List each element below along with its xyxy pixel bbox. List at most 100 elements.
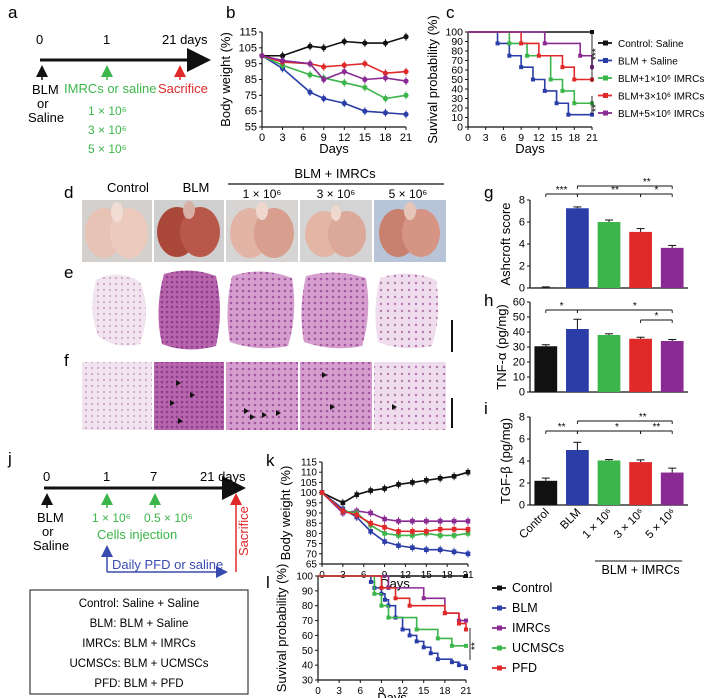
k-ytick-label: 105	[300, 478, 317, 489]
panel-label-b: b	[226, 3, 235, 22]
g-bar-purple	[660, 247, 684, 288]
c-censor-mark	[536, 53, 541, 58]
c-censor-mark	[578, 53, 583, 58]
k-xtick-label: 21	[462, 570, 474, 581]
timeline-a-sacrifice: Sacrifice	[158, 81, 208, 96]
i-sig-stars: **	[653, 422, 661, 433]
i-sig-stars: **	[639, 412, 647, 423]
l-censor-mark	[407, 633, 412, 638]
c-series-red-step	[468, 31, 592, 81]
l-censor-mark	[379, 603, 384, 608]
he-low-1e6	[227, 271, 295, 349]
he-low-control	[92, 274, 146, 346]
k-point	[423, 529, 429, 534]
k-point	[340, 500, 346, 506]
l-censor-mark	[435, 636, 440, 641]
b-y-label: Body weight (%)	[218, 32, 233, 127]
b-ytick-label: 85	[245, 74, 257, 86]
b-point	[362, 84, 368, 91]
l-censor-mark	[414, 627, 419, 632]
c-censor-mark	[572, 77, 577, 82]
header-blm-imrcs: BLM + IMRCs	[294, 166, 376, 181]
i-sig-stars: *	[615, 422, 619, 433]
panel-label-l: l	[266, 573, 270, 592]
c-x-label: Days	[515, 141, 545, 156]
b-point	[279, 53, 286, 59]
k-point	[396, 533, 401, 538]
timeline-j-cells-injection: Cells injection	[97, 527, 177, 542]
l-censor-mark	[464, 627, 468, 632]
b-xtick-label: 9	[321, 132, 327, 144]
l-legend-label-blue: BLM	[512, 601, 538, 615]
h-sig-stars: *	[633, 301, 637, 312]
k-point	[410, 518, 415, 524]
k-point	[410, 545, 415, 550]
c-legend-label-purple: BLM+5×10⁶ IMRCs	[618, 109, 704, 120]
b-ytick-label: 95	[245, 58, 257, 70]
h-bar-black	[534, 346, 558, 392]
b-ytick-label: 75	[245, 90, 257, 102]
h-ytick-label: 40	[513, 327, 525, 339]
l-legend-marker-green	[497, 645, 502, 651]
l-xtick-label: 21	[460, 686, 472, 697]
l-censor-mark	[368, 579, 373, 584]
h-bar-blue	[566, 329, 589, 392]
c-legend-marker-red	[603, 93, 608, 98]
i-category-label: 3 × 10⁶	[612, 506, 647, 541]
l-ytick-label: 100	[296, 572, 313, 583]
k-point	[423, 518, 429, 524]
c-xtick-label: 0	[465, 132, 471, 144]
header-control: Control	[107, 180, 149, 195]
l-censor-mark	[421, 596, 426, 601]
l-y-label: Suvival probability (%)	[274, 564, 289, 693]
k-point	[437, 527, 443, 532]
k-point	[396, 529, 401, 534]
k-point	[465, 469, 471, 475]
k-point	[382, 524, 387, 530]
l-censor-mark	[414, 639, 419, 644]
group-def-pfd: PFD: BLM + PFD	[94, 678, 183, 690]
k-point	[465, 518, 471, 524]
c-xtick-label: 6	[501, 132, 507, 144]
c-censor-mark	[530, 77, 535, 82]
l-x-label: Days	[377, 690, 407, 698]
g-ytick-label: 0	[519, 283, 525, 295]
c-series-blue-step	[468, 31, 592, 116]
b-series-black-line	[262, 35, 407, 57]
c-censor-mark	[590, 112, 594, 117]
c-censor-mark	[542, 88, 547, 93]
group-def-control: Control: Saline + Saline	[79, 598, 200, 610]
g-bar-blue	[566, 208, 589, 288]
fibrosis-arrowheads	[170, 372, 397, 424]
group-definition-box: Control: Saline + Saline BLM: BLM + Sali…	[29, 589, 249, 695]
i-bar-blue	[566, 450, 589, 505]
i-ytick-label: 0	[519, 500, 525, 512]
c-ytick-label: 40	[451, 84, 463, 96]
c-censor-mark	[495, 41, 500, 46]
l-ytick-label: 70	[302, 616, 314, 627]
k-ytick-label: 70	[306, 549, 318, 560]
h-ytick-label: 50	[513, 312, 525, 324]
k-ytick-label: 80	[306, 529, 318, 540]
timeline-j-saline: Saline	[33, 538, 69, 553]
timeline-a-blm: BLM	[32, 82, 59, 97]
gross-lung-5e6	[374, 200, 446, 262]
k-point	[465, 527, 471, 532]
b-ytick-label: 55	[245, 122, 257, 134]
l-xtick-label: 12	[397, 686, 409, 697]
c-ytick-label: 30	[451, 93, 463, 105]
c-legend-label-red: BLM+3×10⁶ IMRCs	[618, 92, 704, 103]
panel-label-i: i	[484, 399, 488, 418]
l-legend-label-red: PFD	[512, 661, 537, 675]
l-ytick-label: 40	[302, 661, 314, 672]
k-point	[410, 480, 415, 485]
l-censor-mark	[464, 618, 468, 623]
h-sig-stars: *	[654, 311, 658, 322]
k-point	[368, 520, 373, 526]
chart-k-body-weight: 65707580859095100105110115036912151821Da…	[278, 458, 474, 592]
c-xtick-label: 21	[586, 132, 598, 144]
gross-lung-1e6	[226, 200, 298, 262]
l-legend-marker-red	[497, 665, 502, 671]
timeline-j-dose-1: 1 × 10⁶	[92, 511, 131, 525]
k-point	[368, 510, 373, 516]
